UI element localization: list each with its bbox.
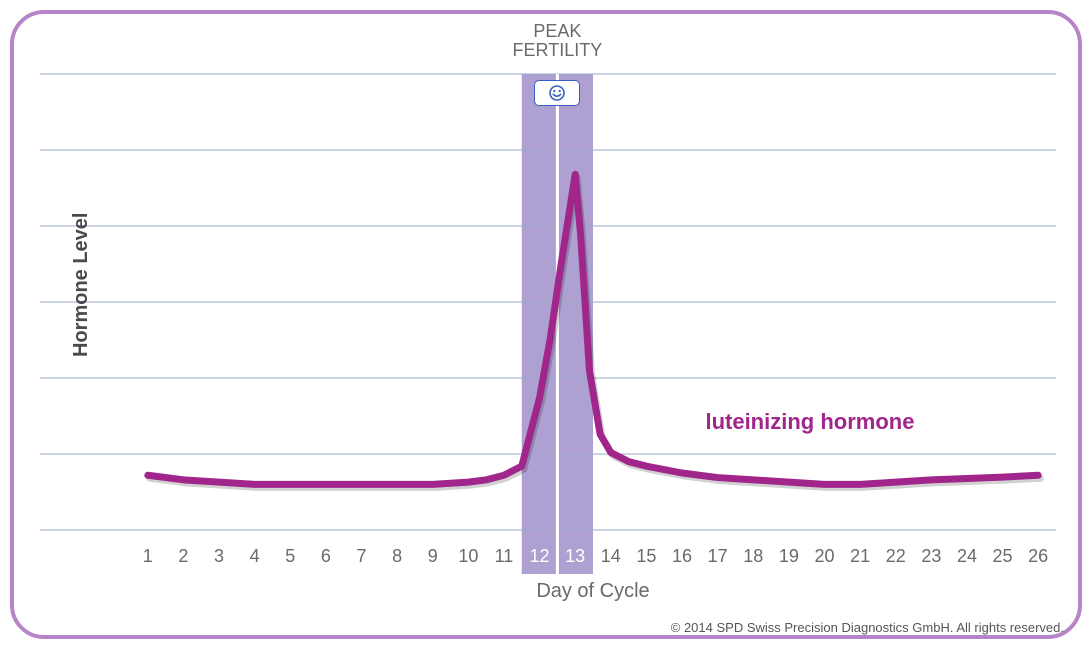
y-axis-label: Hormone Level <box>70 212 93 356</box>
peak-fertility-label: PEAKFERTILITY <box>502 22 612 60</box>
x-tick: 25 <box>985 546 1021 567</box>
x-tick: 26 <box>1020 546 1056 567</box>
x-tick: 20 <box>807 546 843 567</box>
x-tick: 7 <box>344 546 380 567</box>
x-tick: 14 <box>593 546 629 567</box>
copyright-text: © 2014 SPD Swiss Precision Diagnostics G… <box>671 620 1064 635</box>
x-tick: 23 <box>913 546 949 567</box>
x-tick: 9 <box>415 546 451 567</box>
x-tick: 17 <box>700 546 736 567</box>
chart-area: PEAKFERTILITY Hormone Level Day of Cycle… <box>0 0 1092 649</box>
x-tick: 5 <box>272 546 308 567</box>
x-tick: 15 <box>628 546 664 567</box>
x-tick: 6 <box>308 546 344 567</box>
x-tick: 22 <box>878 546 914 567</box>
x-tick: 11 <box>486 546 522 567</box>
x-tick: 13 <box>557 546 593 567</box>
x-tick: 1 <box>130 546 166 567</box>
smiley-icon <box>548 84 566 102</box>
x-tick: 10 <box>450 546 486 567</box>
x-tick: 4 <box>237 546 273 567</box>
x-tick: 21 <box>842 546 878 567</box>
series-label-lh: luteinizing hormone <box>705 409 914 435</box>
x-tick: 2 <box>165 546 201 567</box>
x-tick: 16 <box>664 546 700 567</box>
peak-smiley-box <box>534 80 580 106</box>
x-tick: 12 <box>522 546 558 567</box>
x-tick: 19 <box>771 546 807 567</box>
x-tick: 3 <box>201 546 237 567</box>
x-axis-label: Day of Cycle <box>513 580 673 603</box>
x-tick: 18 <box>735 546 771 567</box>
x-tick: 24 <box>949 546 985 567</box>
x-tick: 8 <box>379 546 415 567</box>
